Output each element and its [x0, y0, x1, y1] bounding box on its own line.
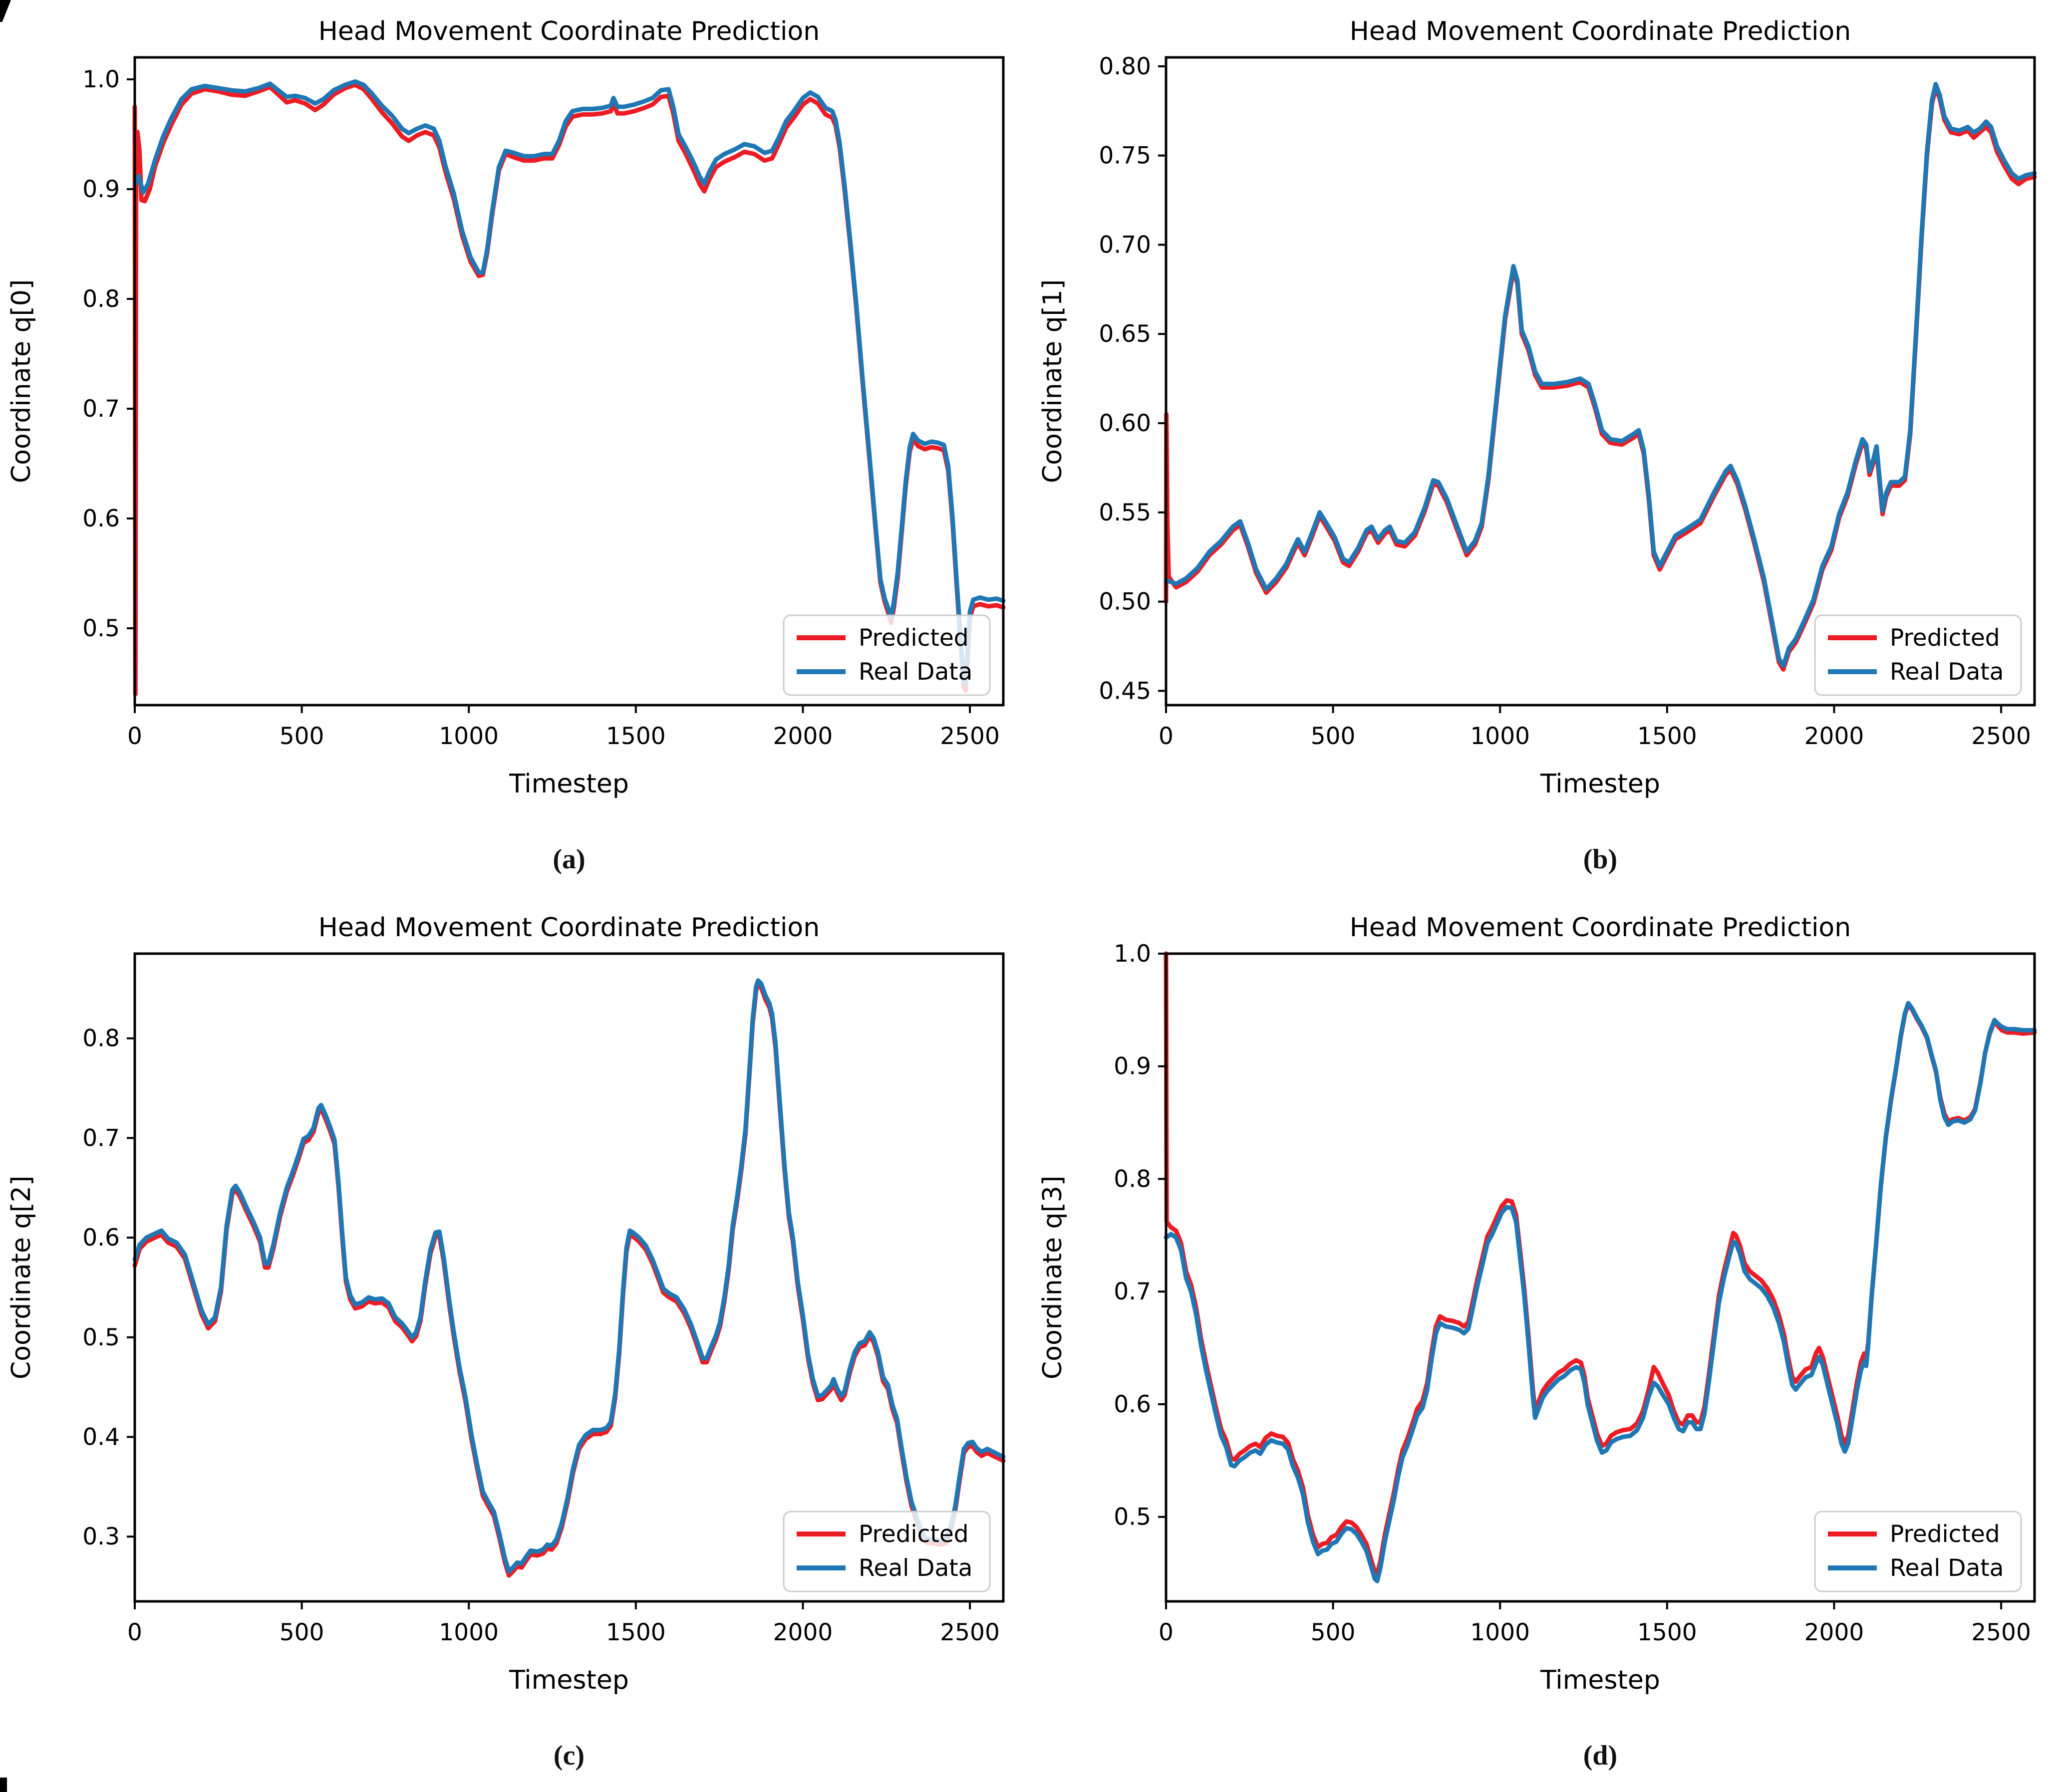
- x-axis-label: Timestep: [509, 769, 629, 799]
- chart-d-plot-area: 0 500 1000 1500 2000 2500 0.5 0.6 0.7 0.8 0.9 1.0 He…: [1038, 913, 2037, 1695]
- y-axis-label: Coordinate q[1]: [1038, 279, 1068, 483]
- x-tick-label: 1000: [1470, 1619, 1530, 1646]
- x-tick-label: 2000: [773, 723, 833, 750]
- y-tick-label: 0.3: [82, 1523, 120, 1550]
- y-tick-label: 0.65: [1099, 320, 1151, 348]
- legend-label-predicted: Predicted: [859, 1521, 969, 1548]
- x-tick-label: 0: [1159, 723, 1174, 750]
- legend-label-real-data: Real Data: [859, 658, 972, 686]
- chart-c-plot-area: 0 500 1000 1500 2000 2500 0.3 0.4 0.5 0.6 0.7 0.8 He…: [6, 913, 1006, 1695]
- x-tick-label: 500: [280, 723, 324, 750]
- x-tick-label: 2500: [1971, 723, 2031, 750]
- x-tick-label: 2500: [940, 723, 1000, 750]
- subplot-a: 0 500 1000 1500 2000 2500 0.5 0.6 0.7 0.8 0.9 1.0 He…: [0, 0, 1031, 896]
- subplot-c-caption: (c): [554, 1740, 585, 1771]
- y-axis-label: Coordinate q[3]: [1038, 1176, 1068, 1379]
- legend-label-predicted: Predicted: [1890, 624, 2000, 652]
- axes-frame: [133, 56, 1005, 707]
- x-tick-label: 500: [1311, 1619, 1356, 1646]
- y-tick-label: 1.0: [1114, 940, 1151, 968]
- legend-label-predicted: Predicted: [1890, 1521, 2000, 1548]
- x-tick-label: 0: [1159, 1619, 1174, 1646]
- x-tick-label: 2500: [940, 1619, 1000, 1646]
- x-tick-label: 2000: [1804, 1619, 1864, 1646]
- crop-artifact-bottom-left: [0, 1778, 7, 1792]
- x-tick-label: 2000: [1804, 723, 1864, 750]
- y-tick-label: 0.9: [1114, 1053, 1151, 1080]
- x-tick-label: 2500: [1971, 1619, 2031, 1646]
- y-tick-label: 0.50: [1099, 588, 1151, 616]
- y-tick-label: 1.0: [82, 66, 120, 93]
- chart-a-plot-area: 0 500 1000 1500 2000 2500 0.5 0.6 0.7 0.8 0.9 1.0 He…: [6, 16, 1006, 799]
- x-tick-label: 1000: [439, 1619, 499, 1646]
- y-tick-label: 0.8: [82, 1025, 120, 1052]
- chart-c-svg: 0 500 1000 1500 2000 2500 0.3 0.4 0.5 0.6 0.7 0.8 He…: [6, 913, 1006, 1771]
- chart-b-svg: 0 500 1000 1500 2000 2500 0.45 0.50 0.55 0.60 0.65…: [1038, 16, 2037, 875]
- subplot-b: 0 500 1000 1500 2000 2500 0.45 0.50 0.55 0.60 0.65…: [1031, 0, 2062, 896]
- y-tick-label: 0.45: [1099, 677, 1151, 705]
- y-tick-label: 0.9: [82, 176, 120, 203]
- x-tick-label: 0: [127, 1619, 142, 1646]
- x-tick-label: 1500: [1637, 1619, 1697, 1646]
- y-tick-label: 0.5: [82, 1324, 120, 1351]
- x-tick-label: 0: [127, 723, 142, 750]
- x-axis-label: Timestep: [1540, 1665, 1660, 1695]
- x-tick-label: 1500: [606, 1619, 666, 1646]
- chart-title: Head Movement Coordinate Prediction: [1350, 16, 1851, 46]
- legend-label-predicted: Predicted: [859, 624, 969, 652]
- chart-title: Head Movement Coordinate Prediction: [318, 913, 820, 943]
- chart-title: Head Movement Coordinate Prediction: [1350, 913, 1851, 943]
- y-tick-label: 0.5: [1114, 1504, 1151, 1531]
- y-tick-label: 0.6: [82, 1224, 120, 1252]
- subplot-b-caption: (b): [1583, 844, 1617, 875]
- chart-d-svg: 0 500 1000 1500 2000 2500 0.5 0.6 0.7 0.8 0.9 1.0 He…: [1038, 913, 2037, 1771]
- series-line-real-data: [132, 978, 1006, 1574]
- y-tick-label: 0.4: [82, 1424, 120, 1451]
- series-line-real-data: [132, 79, 1006, 687]
- y-tick-label: 0.7: [82, 395, 120, 423]
- y-tick-label: 0.7: [82, 1124, 120, 1152]
- y-tick-label: 0.60: [1099, 410, 1151, 437]
- y-tick-label: 0.70: [1099, 231, 1151, 258]
- y-tick-label: 0.8: [1114, 1165, 1151, 1193]
- x-tick-label: 1000: [439, 723, 499, 750]
- series-line-predicted: [1164, 951, 2037, 1577]
- y-tick-label: 0.7: [1114, 1278, 1151, 1305]
- axes-frame: [1165, 952, 2036, 1603]
- chart-b-plot-area: 0 500 1000 1500 2000 2500 0.45 0.50 0.55 0.60 0.65…: [1038, 16, 2037, 799]
- y-tick-label: 0.80: [1099, 53, 1151, 80]
- subplot-c: 0 500 1000 1500 2000 2500 0.3 0.4 0.5 0.6 0.7 0.8 He…: [0, 896, 1031, 1792]
- series-line-real-data: [1164, 1001, 2037, 1583]
- series-line-predicted: [132, 82, 1006, 697]
- subplot-d: 0 500 1000 1500 2000 2500 0.5 0.6 0.7 0.8 0.9 1.0 He…: [1031, 896, 2062, 1792]
- y-axis-label: Coordinate q[0]: [6, 279, 36, 483]
- series-line-real-data: [1164, 82, 2037, 668]
- axes-frame: [133, 952, 1005, 1603]
- y-axis-label: Coordinate q[2]: [6, 1176, 36, 1379]
- axes-frame: [1165, 56, 2036, 707]
- subplot-d-caption: (d): [1583, 1740, 1617, 1771]
- y-tick-label: 0.6: [82, 505, 120, 532]
- chart-title: Head Movement Coordinate Prediction: [318, 16, 820, 46]
- x-tick-label: 1500: [1637, 723, 1697, 750]
- y-tick-label: 0.75: [1099, 142, 1151, 170]
- y-tick-label: 0.6: [1114, 1391, 1151, 1418]
- x-tick-label: 500: [280, 1619, 324, 1646]
- x-tick-label: 2000: [773, 1619, 833, 1646]
- x-axis-label: Timestep: [1540, 769, 1660, 799]
- legend-label-real-data: Real Data: [859, 1554, 972, 1582]
- x-tick-label: 1000: [1470, 723, 1530, 750]
- x-tick-label: 500: [1311, 723, 1356, 750]
- legend-label-real-data: Real Data: [1890, 1554, 2004, 1582]
- series-line-predicted: [1164, 85, 2037, 672]
- x-tick-label: 1500: [606, 723, 666, 750]
- chart-a-svg: 0 500 1000 1500 2000 2500 0.5 0.6 0.7 0.8 0.9 1.0 He…: [6, 16, 1006, 875]
- x-axis-label: Timestep: [509, 1665, 629, 1695]
- subplot-a-caption: (a): [553, 844, 585, 875]
- y-tick-label: 0.5: [82, 615, 120, 642]
- y-tick-label: 0.8: [82, 285, 120, 313]
- legend-label-real-data: Real Data: [1890, 658, 2004, 686]
- y-tick-label: 0.55: [1099, 499, 1151, 526]
